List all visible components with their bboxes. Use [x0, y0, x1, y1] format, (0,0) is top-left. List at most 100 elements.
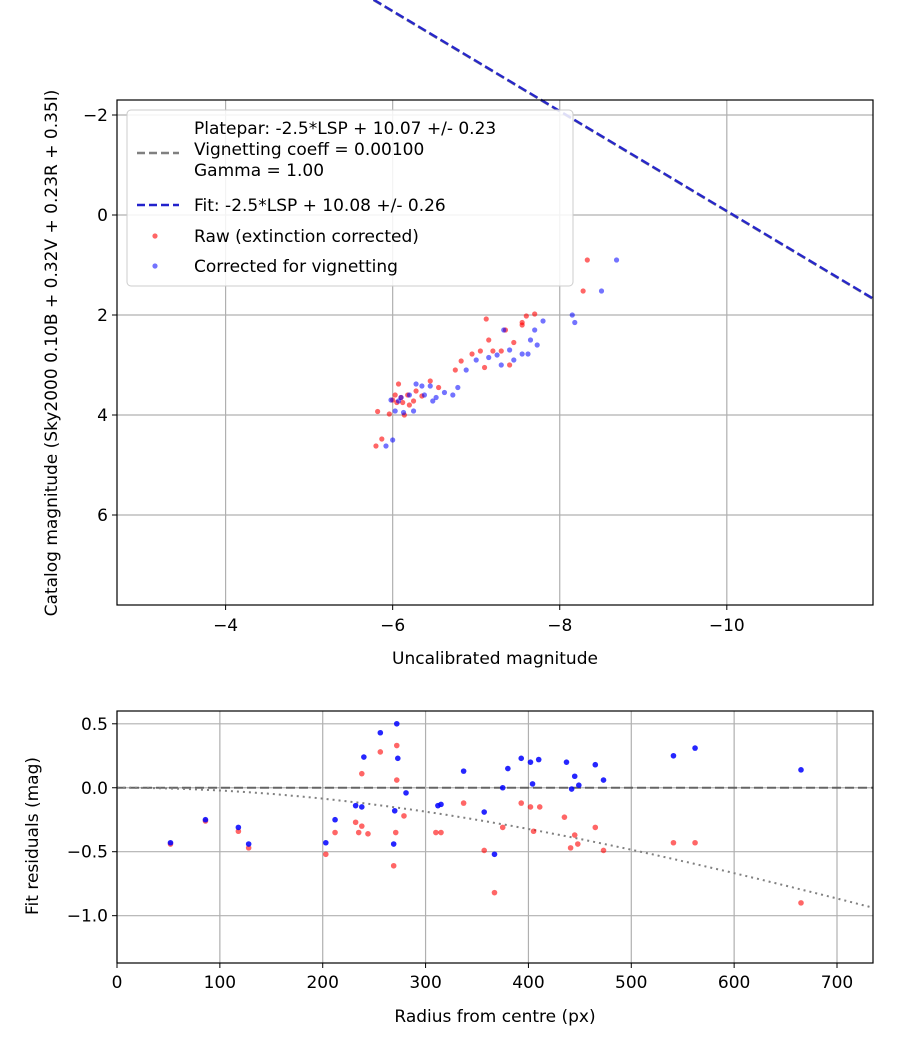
- bottom-reference-lines: [117, 786, 874, 909]
- raw-residual-point: [527, 804, 534, 810]
- corrected-residual-point: [235, 824, 242, 831]
- top-plot-frame: [116, 99, 874, 606]
- raw-point: [386, 411, 392, 417]
- corrected-point: [441, 389, 448, 396]
- top-scatter-points: [373, 257, 620, 449]
- corrected-residual-point: [202, 816, 209, 823]
- corrected-point: [406, 392, 412, 398]
- corrected-point: [532, 327, 538, 333]
- raw-residual-point: [365, 831, 371, 837]
- corrected-point: [388, 397, 394, 403]
- bottom-x-tick-label: 200: [306, 973, 338, 993]
- catalog-vs-uncalibrated-chart: −4 −6 −8 −10 −2 0 2 4 6 Uncalibrated magnitude C…: [42, 0, 874, 669]
- bottom-grid: [116, 711, 873, 963]
- corrected-point: [398, 394, 404, 401]
- bottom-x-tick-label: 100: [204, 973, 236, 993]
- raw-residual-point: [377, 749, 384, 755]
- corrected-point: [572, 319, 578, 326]
- corrected-point: [463, 367, 469, 373]
- bottom-scatter-points: [167, 720, 804, 906]
- raw-point: [580, 288, 586, 294]
- corrected-residual-point: [600, 777, 607, 783]
- corrected-residual-point: [167, 839, 174, 846]
- corrected-residual-point: [460, 768, 467, 774]
- corrected-residual-point: [361, 754, 367, 760]
- raw-residual-point: [491, 889, 498, 896]
- raw-residual-point: [460, 800, 467, 806]
- corrected-residual-point: [390, 841, 397, 847]
- corrected-residual-point: [395, 755, 401, 762]
- legend-platepar-text: Platepar: -2.5*LSP + 10.07 +/- 0.23: [194, 119, 496, 139]
- corrected-residual-point: [692, 745, 698, 751]
- raw-point: [477, 348, 483, 354]
- corrected-residual-point: [529, 781, 536, 787]
- corrected-point: [450, 392, 456, 398]
- corrected-point: [525, 351, 531, 357]
- raw-residual-point: [355, 829, 362, 836]
- corrected-point: [413, 381, 419, 387]
- corrected-residual-point: [481, 809, 488, 815]
- corrected-point: [569, 312, 575, 318]
- corrected-point: [433, 394, 439, 401]
- top-x-tick-label: −8: [547, 616, 572, 636]
- raw-point: [507, 362, 513, 368]
- raw-residual-point: [235, 828, 242, 835]
- corrected-point: [540, 318, 546, 324]
- bottom-y-tick-label: −0.5: [67, 843, 108, 863]
- top-fit-lines: [371, 0, 874, 301]
- corrected-residual-point: [592, 761, 599, 768]
- raw-point: [410, 398, 417, 404]
- raw-point: [532, 311, 538, 317]
- raw-point: [481, 364, 488, 371]
- raw-residual-point: [323, 851, 329, 858]
- raw-residual-point: [600, 847, 607, 854]
- raw-residual-point: [575, 841, 581, 847]
- raw-point: [427, 378, 433, 384]
- bottom-y-tick-label: −1.0: [67, 907, 108, 927]
- corrected-point: [400, 409, 407, 416]
- legend-fit-text: Fit: -2.5*LSP + 10.08 +/- 0.26: [194, 196, 446, 216]
- corrected-point: [383, 443, 389, 449]
- corrected-residual-point: [798, 767, 804, 773]
- raw-residual-point: [561, 814, 568, 820]
- top-x-tick-label: −6: [380, 616, 405, 636]
- raw-residual-point: [401, 813, 407, 819]
- bottom-y-tick-label: 0.5: [81, 715, 108, 735]
- raw-residual-point: [571, 832, 578, 838]
- corrected-residual-point: [245, 841, 252, 847]
- corrected-point: [527, 337, 534, 343]
- corrected-residual-point: [499, 784, 506, 791]
- raw-residual-point: [245, 845, 252, 851]
- corrected-residual-point: [535, 756, 542, 763]
- corrected-residual-point: [438, 801, 444, 808]
- bottom-x-axis-label: Radius from centre (px): [394, 1007, 595, 1027]
- legend-raw-text: Raw (extinction corrected): [194, 227, 419, 247]
- corrected-residual-point: [377, 729, 384, 736]
- corrected-point: [410, 408, 417, 414]
- corrected-residual-point: [563, 759, 570, 765]
- raw-point: [392, 392, 398, 398]
- top-y-axis-label: Catalog magnitude (Sky2000 0.10B + 0.32V…: [42, 90, 62, 617]
- legend-corrected-text: Corrected for vignetting: [194, 257, 398, 277]
- corrected-point: [498, 362, 504, 368]
- raw-residual-point: [393, 777, 400, 783]
- corrected-residual-point: [576, 782, 582, 788]
- bottom-x-tick-label: 400: [512, 973, 544, 993]
- raw-residual-point: [433, 829, 439, 836]
- top-ticks: −4 −6 −8 −10 −2 0 2 4 6: [83, 106, 745, 636]
- fit-line: [371, 0, 874, 300]
- top-y-tick-label: −2: [83, 106, 108, 126]
- corrected-residual-point: [491, 851, 498, 858]
- bottom-y-tick-label: 0.0: [81, 779, 108, 799]
- raw-residual-point: [392, 829, 399, 836]
- legend-platepar-text: Vignetting coeff = 0.00100: [194, 140, 424, 160]
- corrected-residual-point: [670, 752, 677, 759]
- raw-point: [469, 351, 475, 357]
- residuals-vs-radius-chart: 0 100 200 300 400 500 600 700 0.5 0.0 −0.5 −1.0 Rad…: [23, 710, 874, 1027]
- corrected-residual-point: [323, 839, 329, 846]
- raw-residual-point: [359, 823, 365, 829]
- corrected-residual-point: [568, 786, 575, 792]
- vignetting-curve: [117, 786, 874, 909]
- raw-point: [584, 257, 590, 263]
- corrected-point: [598, 288, 605, 294]
